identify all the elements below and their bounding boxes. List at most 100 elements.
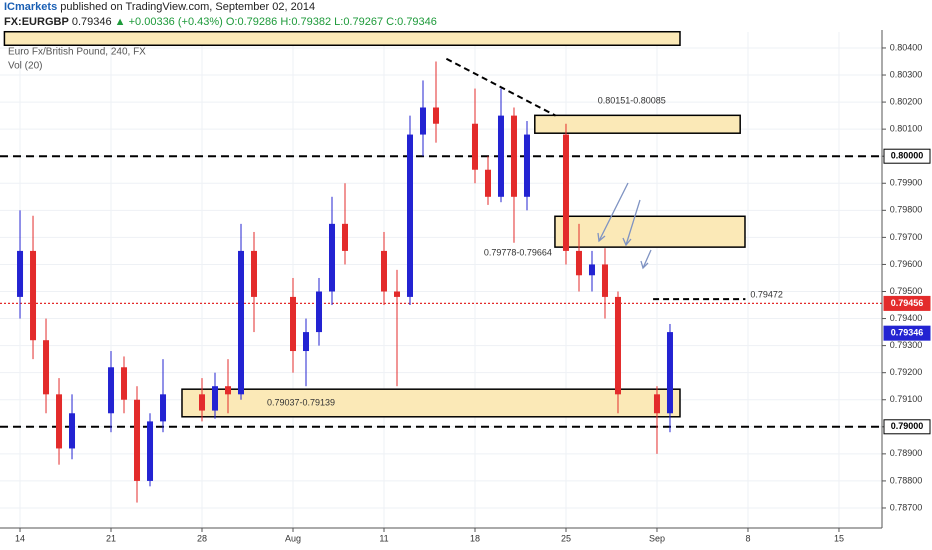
candle-body bbox=[653, 394, 660, 414]
candle-body bbox=[108, 367, 115, 414]
quote-line: FX:EURGBP 0.79346 ▲ +0.00336 (+0.43%) O:… bbox=[4, 15, 924, 30]
chart-title: Euro Fx/British Pound, 240, FX bbox=[8, 47, 146, 58]
arrow bbox=[642, 249, 652, 269]
change: ▲ +0.00336 (+0.43%) bbox=[114, 16, 223, 28]
publish-line: ICmarkets published on TradingView.com, … bbox=[4, 0, 924, 15]
candle-body bbox=[393, 291, 400, 297]
candle-body bbox=[43, 340, 50, 395]
x-tick-label: 28 bbox=[197, 533, 207, 543]
trendline bbox=[445, 57, 557, 117]
candle-body bbox=[406, 134, 413, 297]
zone-label: 0.79037-0.79139 bbox=[267, 397, 335, 407]
candle-body bbox=[134, 399, 141, 481]
x-tick-label: Aug bbox=[285, 533, 301, 543]
candle-body bbox=[484, 169, 491, 197]
x-tick-label: 14 bbox=[15, 533, 25, 543]
y-tick-label: 0.79500 bbox=[890, 286, 923, 296]
arrow bbox=[625, 199, 641, 246]
y-tick-label: 0.79700 bbox=[890, 232, 923, 242]
y-tick-label: 0.79900 bbox=[890, 178, 923, 188]
candle-body bbox=[251, 250, 258, 297]
candle-body bbox=[160, 394, 167, 422]
y-tick-label: 0.80200 bbox=[890, 96, 923, 106]
arrow-head bbox=[597, 232, 606, 243]
candle-body bbox=[147, 421, 154, 481]
candle-body bbox=[562, 134, 569, 251]
y-tick-label: 0.80100 bbox=[890, 124, 923, 134]
candle-body bbox=[121, 367, 128, 400]
x-tick-label: 25 bbox=[561, 533, 571, 543]
candle-body bbox=[17, 250, 24, 297]
candle-body bbox=[290, 296, 297, 352]
symbol: FX:EURGBP bbox=[4, 16, 69, 28]
candle-body bbox=[30, 250, 37, 341]
zone bbox=[534, 114, 741, 134]
ohlc-close: C:0.79346 bbox=[386, 16, 437, 28]
candles bbox=[17, 61, 673, 503]
candle-body bbox=[199, 394, 206, 411]
price-tag-label: 0.80000 bbox=[891, 151, 924, 161]
last-price: 0.79346 bbox=[71, 16, 112, 28]
x-tick-label: 15 bbox=[834, 533, 844, 543]
candle-body bbox=[212, 386, 219, 411]
x-tick-label: Sep bbox=[649, 533, 665, 543]
x-tick-label: 21 bbox=[106, 533, 116, 543]
candle-body bbox=[471, 123, 478, 170]
x-tick-label: 11 bbox=[379, 533, 388, 543]
candle-body bbox=[510, 115, 517, 197]
y-tick-label: 0.79300 bbox=[890, 340, 923, 350]
zone-label: 0.80151-0.80085 bbox=[598, 96, 666, 106]
lines: 0.79472 bbox=[0, 57, 882, 428]
candle-body bbox=[380, 250, 387, 292]
y-tick-label: 0.78900 bbox=[890, 448, 923, 458]
level-label: 0.79472 bbox=[750, 289, 783, 299]
candle-body bbox=[575, 250, 582, 276]
candle-body bbox=[432, 107, 439, 124]
y-tick-label: 0.79800 bbox=[890, 205, 923, 215]
arrows bbox=[597, 182, 652, 270]
price-tag bbox=[883, 419, 931, 435]
y-tick-label: 0.79100 bbox=[890, 394, 923, 404]
arrow-head bbox=[640, 260, 649, 270]
axes: 0.80400 0.80300 0.80200 0.80100 0.80000 0.799… bbox=[0, 30, 931, 543]
candle-body bbox=[588, 264, 595, 276]
x-tick-label: 8 bbox=[745, 533, 750, 543]
publisher[interactable]: ICmarkets bbox=[4, 1, 58, 13]
price-tag-label: 0.79346 bbox=[891, 328, 924, 338]
y-tick-label: 0.80400 bbox=[890, 42, 923, 52]
zone bbox=[554, 215, 746, 248]
candle-body bbox=[225, 386, 232, 395]
grid bbox=[0, 32, 882, 528]
y-tick-label: 0.79200 bbox=[890, 367, 923, 377]
zones: 0.80151-0.80085 0.79778-0.79664 0.79037-0.… bbox=[3, 30, 746, 418]
header: ICmarkets published on TradingView.com, … bbox=[4, 0, 924, 30]
x-tick-label: 18 bbox=[470, 533, 480, 543]
y-tick-label: 0.78800 bbox=[890, 475, 923, 485]
price-tag bbox=[883, 148, 931, 164]
ohlc-low: L:0.79267 bbox=[334, 16, 384, 28]
candle-body bbox=[614, 296, 621, 395]
y-tick-label: 0.79400 bbox=[890, 313, 923, 323]
candle-body bbox=[238, 250, 245, 395]
price-tag bbox=[883, 325, 931, 341]
candle-body bbox=[419, 107, 426, 135]
price-tag-label: 0.79456 bbox=[891, 298, 924, 308]
arrow-head bbox=[622, 237, 632, 247]
candle-body bbox=[316, 291, 323, 333]
candle-body bbox=[523, 134, 530, 197]
zone-label: 0.79778-0.79664 bbox=[484, 247, 552, 257]
price-tag-label: 0.79000 bbox=[891, 421, 924, 431]
candle-body bbox=[342, 223, 349, 251]
candle-body bbox=[601, 264, 608, 297]
y-tick-label: 0.78700 bbox=[890, 502, 923, 512]
candle-body bbox=[497, 115, 504, 197]
zone bbox=[3, 30, 681, 47]
zone bbox=[181, 388, 681, 418]
published: published on TradingView.com, September … bbox=[60, 1, 316, 13]
y-tick-label: 0.80300 bbox=[890, 69, 923, 79]
ohlc-high: H:0.79382 bbox=[280, 16, 332, 28]
indicator-label: Vol (20) bbox=[8, 61, 42, 72]
price-tag bbox=[883, 295, 931, 311]
